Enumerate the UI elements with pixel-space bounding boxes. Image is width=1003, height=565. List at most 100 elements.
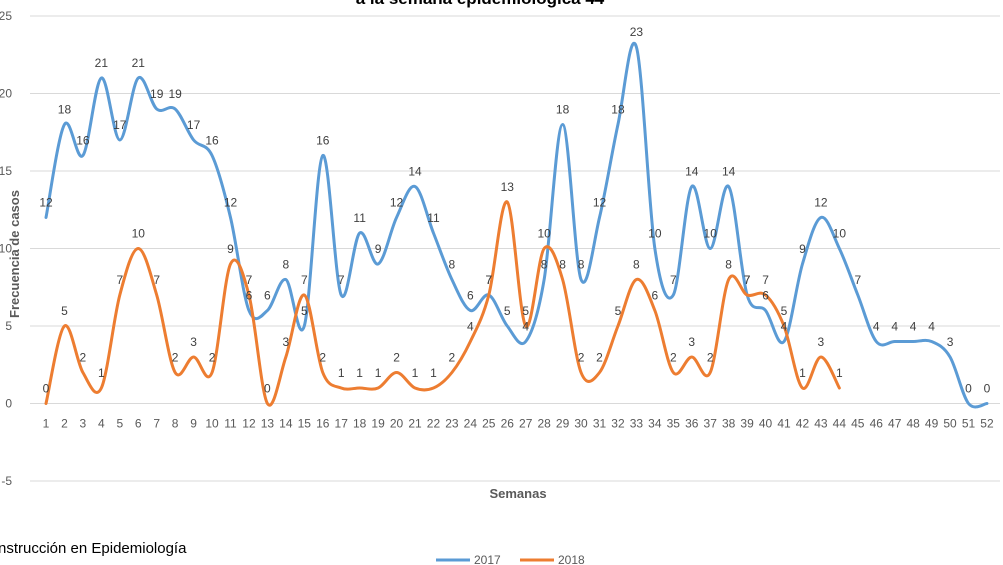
- data-label: 12: [814, 196, 828, 210]
- data-label: 10: [704, 227, 718, 241]
- data-label: 3: [688, 335, 695, 349]
- legend-label: 2018: [558, 553, 585, 565]
- x-tick-label: 25: [482, 417, 496, 431]
- data-label: 4: [522, 320, 529, 334]
- data-label: 1: [98, 366, 105, 380]
- x-tick-label: 46: [870, 417, 884, 431]
- data-label: 14: [685, 165, 699, 179]
- x-tick-label: 3: [80, 417, 87, 431]
- data-label: 8: [283, 258, 290, 272]
- data-label: 8: [578, 258, 585, 272]
- x-tick-label: 27: [519, 417, 533, 431]
- x-tick-label: 15: [298, 417, 312, 431]
- x-tick-label: 12: [242, 417, 256, 431]
- x-tick-label: 43: [814, 417, 828, 431]
- data-label: 7: [744, 273, 751, 287]
- data-label: 14: [408, 165, 422, 179]
- x-tick-label: 39: [740, 417, 754, 431]
- y-tick-label: -5: [1, 474, 12, 488]
- x-tick-label: 51: [962, 417, 976, 431]
- data-label: 1: [799, 366, 806, 380]
- x-tick-label: 30: [574, 417, 588, 431]
- data-label: 10: [833, 227, 847, 241]
- x-tick-label: 37: [704, 417, 718, 431]
- y-tick-label: 5: [5, 319, 12, 333]
- series-line-2017: [44, 42, 989, 409]
- data-label: 2: [80, 351, 87, 365]
- x-tick-label: 8: [172, 417, 179, 431]
- data-label: 7: [485, 273, 492, 287]
- data-label: 2: [393, 351, 400, 365]
- data-label: 8: [541, 258, 548, 272]
- data-label: 6: [467, 289, 474, 303]
- data-label: 3: [283, 335, 290, 349]
- data-label: 10: [132, 227, 146, 241]
- data-label: 9: [227, 242, 234, 256]
- x-tick-label: 42: [796, 417, 810, 431]
- data-label: 6: [264, 289, 271, 303]
- data-label: 0: [984, 382, 991, 396]
- x-tick-label: 40: [759, 417, 773, 431]
- data-label: 0: [965, 382, 972, 396]
- chart-title: a la semana epidemiológica 44: [356, 0, 605, 8]
- x-tick-label: 11: [224, 417, 237, 431]
- data-label: 21: [132, 56, 146, 70]
- x-tick-label: 50: [943, 417, 957, 431]
- data-label: 2: [670, 351, 677, 365]
- y-tick-label: 15: [0, 164, 12, 178]
- data-label: 2: [209, 351, 216, 365]
- x-tick-label: 16: [316, 417, 330, 431]
- data-label: 5: [301, 304, 308, 318]
- data-label: 11: [353, 211, 366, 225]
- data-label: 16: [205, 134, 219, 148]
- data-label: 17: [187, 118, 201, 132]
- x-tick-label: 49: [925, 417, 939, 431]
- x-tick-label: 9: [190, 417, 197, 431]
- x-axis-title: Semanas: [489, 486, 546, 501]
- data-label: 16: [316, 134, 330, 148]
- x-tick-label: 24: [464, 417, 478, 431]
- data-label: 4: [910, 320, 917, 334]
- data-label: 2: [172, 351, 179, 365]
- y-tick-label: 20: [0, 87, 12, 101]
- data-label: 8: [633, 258, 640, 272]
- data-label: 7: [762, 273, 769, 287]
- data-label: 19: [168, 87, 182, 101]
- data-label: 1: [375, 366, 382, 380]
- data-label: 13: [501, 180, 515, 194]
- data-label: 12: [224, 196, 238, 210]
- x-tick-label: 52: [980, 417, 994, 431]
- data-label: 18: [611, 103, 625, 117]
- x-tick-label: 1: [43, 417, 50, 431]
- x-tick-label: 18: [353, 417, 367, 431]
- x-tick-label: 28: [537, 417, 551, 431]
- legend: 2017 2018: [436, 553, 585, 565]
- data-label: 2: [707, 351, 714, 365]
- x-tick-label: 5: [116, 417, 123, 431]
- x-tick-labels: 1 2 3 4 5 6 7 8 9 10 11 12 13 14 15 16 17 18 19 20 21 22 23 24 2…: [43, 417, 994, 431]
- data-label: 5: [504, 304, 511, 318]
- data-label: 7: [854, 273, 861, 287]
- data-label: 5: [781, 304, 788, 318]
- y-axis-title: Frecuencia de casos: [7, 190, 22, 318]
- data-label: 5: [615, 304, 622, 318]
- x-tick-label: 23: [445, 417, 459, 431]
- data-label: 0: [264, 382, 271, 396]
- data-label: 0: [43, 382, 50, 396]
- x-tick-label: 14: [279, 417, 293, 431]
- x-tick-label: 38: [722, 417, 736, 431]
- data-label: 7: [338, 273, 345, 287]
- y-tick-label: 25: [0, 9, 12, 23]
- data-label: 3: [190, 335, 197, 349]
- data-label: 5: [61, 304, 68, 318]
- data-label: 6: [762, 289, 769, 303]
- data-label: 5: [522, 304, 529, 318]
- data-label: 7: [485, 273, 492, 287]
- data-label: 10: [648, 227, 662, 241]
- data-label: 23: [630, 25, 644, 39]
- x-tick-label: 22: [427, 417, 441, 431]
- y-tick-label: 0: [5, 397, 12, 411]
- x-tick-label: 7: [153, 417, 160, 431]
- data-label: 1: [412, 366, 419, 380]
